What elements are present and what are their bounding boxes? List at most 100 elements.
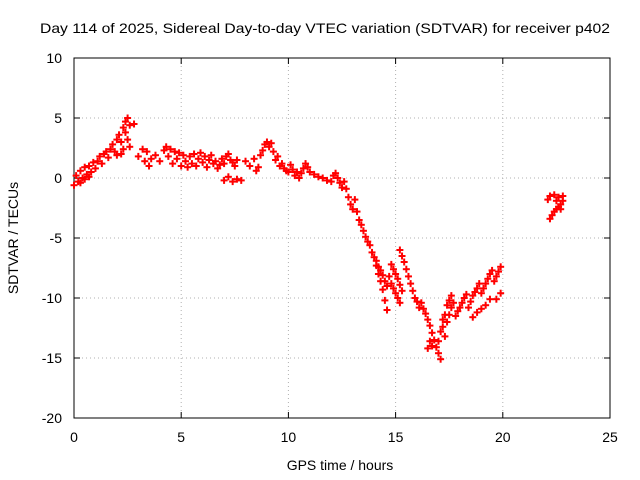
data-point: [134, 152, 142, 160]
data-point: [424, 344, 432, 352]
data-point: [546, 192, 554, 200]
data-point: [340, 178, 348, 186]
data-point: [160, 146, 168, 154]
data-point: [291, 172, 299, 180]
data-point: [250, 155, 258, 163]
y-tick-label: -10: [42, 290, 62, 306]
data-point: [467, 298, 475, 306]
data-point: [550, 191, 558, 199]
x-tick-label: 10: [281, 429, 297, 445]
data-point: [119, 124, 127, 132]
data-point: [186, 152, 194, 160]
x-tick-label: 20: [495, 429, 511, 445]
data-point: [89, 158, 97, 166]
data-point: [119, 145, 127, 153]
data-point: [398, 287, 406, 295]
data-point: [374, 263, 382, 271]
data-point: [497, 263, 505, 271]
data-point: [229, 178, 237, 186]
data-point: [124, 136, 132, 144]
data-point: [91, 164, 99, 172]
data-point: [555, 193, 563, 201]
data-point: [278, 160, 286, 168]
data-point: [323, 176, 331, 184]
data-point: [164, 152, 172, 160]
data-point: [357, 221, 365, 229]
data-point: [387, 260, 395, 268]
data-point: [212, 157, 220, 165]
x-tick-labels: 0 5 10 15 20 25: [70, 429, 618, 445]
data-point: [218, 155, 226, 163]
data-point: [113, 136, 121, 144]
data-point: [169, 160, 177, 168]
data-point: [310, 170, 318, 178]
data-point: [72, 172, 80, 180]
data-point: [495, 268, 503, 276]
data-point: [385, 272, 393, 280]
data-point: [342, 185, 350, 193]
data-point: [559, 192, 567, 200]
axis-ticks: [73, 57, 611, 419]
data-point: [409, 287, 417, 295]
data-point: [106, 145, 114, 153]
data-point: [392, 270, 400, 278]
data-point: [424, 316, 432, 324]
data-point: [121, 128, 129, 136]
data-point: [141, 157, 149, 165]
data-point: [364, 238, 372, 246]
data-point: [439, 323, 447, 331]
data-point: [272, 156, 280, 164]
data-point: [443, 301, 451, 309]
data-point: [402, 265, 410, 273]
data-point: [143, 148, 151, 156]
data-point: [220, 160, 228, 168]
data-point: [257, 151, 265, 159]
data-point: [265, 143, 273, 151]
data-point: [469, 313, 477, 321]
data-point: [267, 139, 275, 147]
data-point: [201, 152, 209, 160]
data-point: [85, 173, 93, 181]
data-point: [327, 178, 335, 186]
data-point: [379, 286, 387, 294]
data-point: [297, 169, 305, 177]
data-point: [462, 290, 470, 298]
data-point: [482, 280, 490, 288]
data-point: [389, 284, 397, 292]
data-point: [396, 246, 404, 254]
data-point: [207, 151, 215, 159]
data-point: [407, 280, 415, 288]
data-point: [426, 337, 434, 345]
x-tick-label: 5: [177, 429, 185, 445]
y-axis-label: SDTVAR / TECUs: [5, 182, 21, 294]
x-tick-label: 0: [70, 429, 78, 445]
data-point: [486, 295, 494, 303]
data-point: [387, 280, 395, 288]
data-point: [252, 167, 260, 175]
data-point: [484, 275, 492, 283]
data-point: [426, 322, 434, 330]
data-point: [370, 253, 378, 261]
data-point: [413, 298, 421, 306]
data-point: [351, 196, 359, 204]
data-point: [392, 289, 400, 297]
data-point: [497, 289, 505, 297]
data-point: [113, 151, 121, 159]
data-point: [548, 211, 556, 219]
data-point: [85, 162, 93, 170]
data-point: [445, 296, 453, 304]
data-point: [374, 270, 382, 278]
data-point: [349, 205, 357, 213]
data-point: [205, 156, 213, 164]
data-point: [121, 118, 129, 126]
data-point: [117, 138, 125, 146]
data-point: [471, 288, 479, 296]
data-point: [452, 312, 460, 320]
chart-title: Day 114 of 2025, Sidereal Day-to-day VTE…: [40, 20, 610, 36]
y-tick-label: -5: [50, 230, 63, 246]
data-point: [233, 156, 241, 164]
data-point: [447, 304, 455, 312]
data-point: [415, 304, 423, 312]
data-point: [441, 332, 449, 340]
